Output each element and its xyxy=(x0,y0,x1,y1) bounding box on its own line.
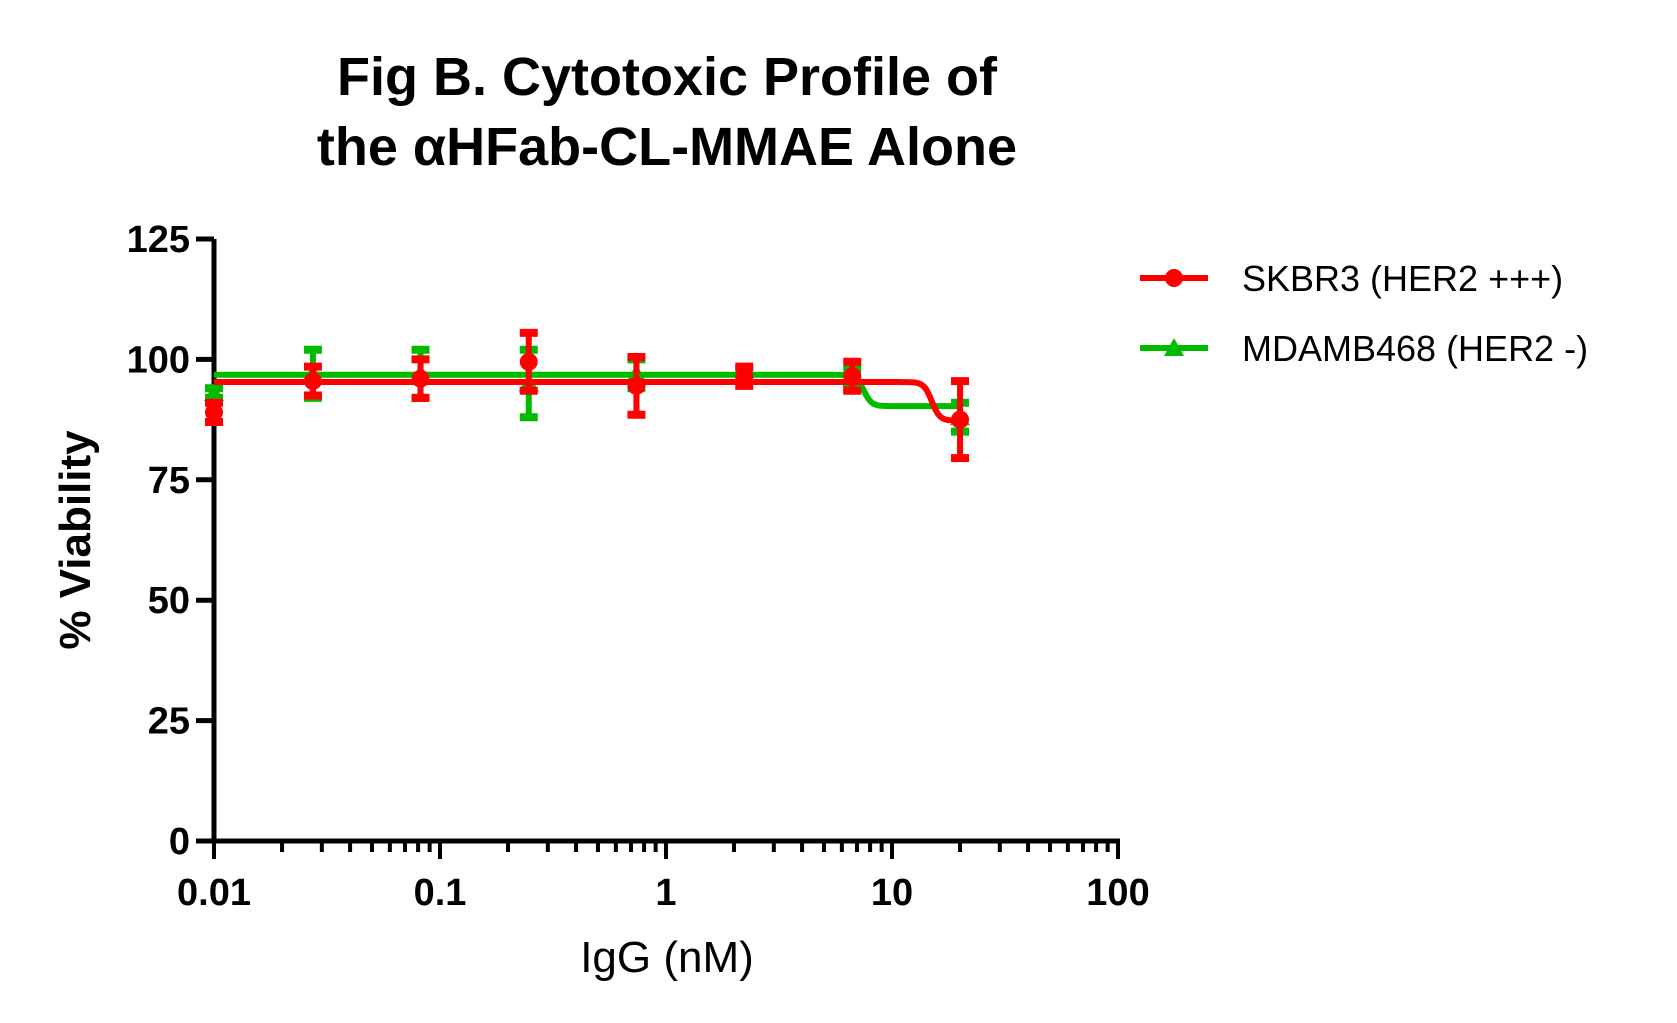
y-tick-label: 75 xyxy=(148,460,190,502)
legend-label: MDAMB468 (HER2 -) xyxy=(1242,328,1588,369)
data-point xyxy=(951,410,970,429)
x-tick-label: 0.1 xyxy=(414,872,467,914)
x-tick-label: 10 xyxy=(871,872,913,914)
y-tick-label: 125 xyxy=(127,219,190,261)
data-point xyxy=(205,403,223,422)
x-axis-label: IgG (nM) xyxy=(580,933,754,982)
x-tick-label: 1 xyxy=(655,872,676,914)
data-point xyxy=(411,369,430,388)
x-tick-label: 0.01 xyxy=(177,872,251,914)
y-tick-label: 0 xyxy=(169,821,190,863)
data-point xyxy=(735,367,754,386)
legend-marker xyxy=(1164,338,1184,356)
y-tick-label: 100 xyxy=(127,339,190,381)
legend-label: SKBR3 (HER2 +++) xyxy=(1242,258,1563,299)
chart-title-line1: Fig B. Cytotoxic Profile of xyxy=(337,47,998,107)
data-point xyxy=(303,372,322,391)
data-point xyxy=(627,376,646,395)
legend-marker xyxy=(1165,269,1183,287)
fit-curve xyxy=(214,379,960,424)
x-tick-label: 100 xyxy=(1086,872,1149,914)
y-tick-label: 50 xyxy=(148,580,190,622)
fit-curve xyxy=(214,371,960,410)
data-point xyxy=(204,383,224,402)
y-tick-label: 25 xyxy=(148,701,190,743)
y-axis-label: % Viability xyxy=(51,430,100,650)
chart-title-line2: the αHFab-CL-MMAE Alone xyxy=(317,117,1017,177)
data-point xyxy=(843,367,862,386)
data-point xyxy=(519,352,538,371)
